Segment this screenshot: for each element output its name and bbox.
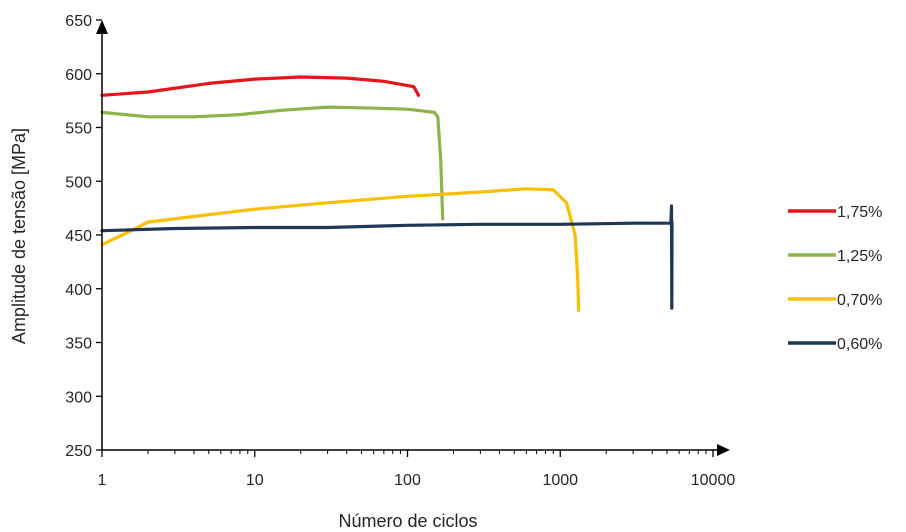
x-tick-label: 1 [98,472,107,489]
y-tick-label: 450 [65,228,92,245]
y-axis-arrowhead [96,20,108,34]
series-line-1 [100,75,421,97]
legend-label: 0,60% [837,336,882,353]
legend: 1,75% 1,25% 0,70% 0,60% [788,204,882,353]
y-tick-label: 550 [65,121,92,138]
y-tick-label: 500 [65,174,92,191]
x-tick-label: 10000 [691,472,736,489]
series-line-2 [100,105,445,221]
y-tick-label: 350 [65,336,92,353]
x-axis-arrowhead [717,444,730,456]
y-tick-label: 600 [65,67,92,84]
x-tick-label: 100 [394,472,421,489]
x-tick-label: 10 [246,472,264,489]
y-tick-label: 650 [65,13,92,30]
legend-label: 1,75% [837,204,882,221]
x-axis-title: Número de ciclos [338,511,477,531]
series-line-4 [100,204,674,310]
legend-label: 1,25% [837,248,882,265]
legend-label: 0,70% [837,292,882,309]
series-layer [100,75,674,312]
y-tick-label: 400 [65,282,92,299]
axes [96,20,730,456]
series-line-3 [100,187,581,312]
y-axis-title: Amplitude de tensão [MPa] [9,128,29,344]
y-tick-label: 300 [65,389,92,406]
x-axis-ticks: 1 10 100 1000 10000 [98,450,736,489]
y-tick-label: 250 [65,443,92,460]
x-tick-label: 1000 [542,472,578,489]
y-axis-ticks: 250 300 350 400 450 500 550 600 650 [65,13,102,460]
